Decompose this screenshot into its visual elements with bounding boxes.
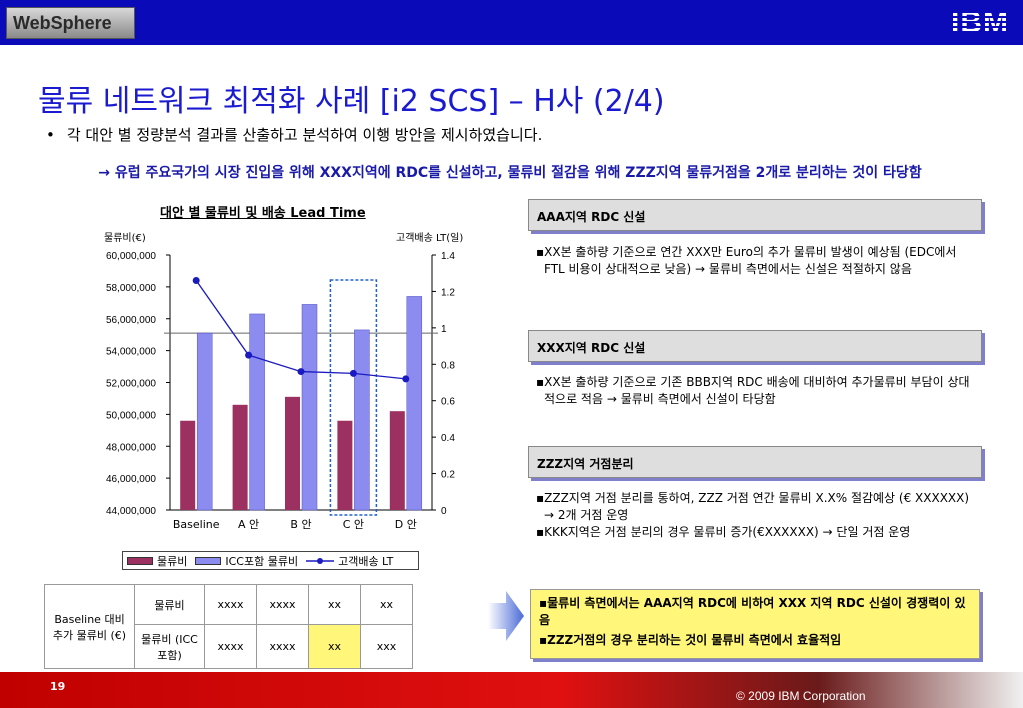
bar-cost [180, 420, 196, 510]
conclusion-note: → 유럽 주요국가의 시장 진입을 위해 XXX지역에 RDC를 신설하고, 물… [98, 165, 922, 181]
x-tick-label: B 안 [290, 518, 311, 531]
bar-icc [249, 313, 265, 511]
y-tick-label: 58,000,000 [106, 283, 156, 294]
table-cell: xxxx [256, 584, 309, 625]
y2-tick-label: 1 [441, 324, 447, 335]
option-desc-line: ▪ZZZ지역 거점 분리를 통하여, ZZZ 거점 연간 물류비 X.X% 절감… [536, 491, 970, 522]
table-row-label: 물류비 (ICC포함) [134, 624, 205, 669]
option-desc-xxx: ▪XX본 출하량 기준으로 기존 BBB지역 RDC 배송에 대비하여 추가물류… [536, 374, 976, 408]
bar-cost [285, 396, 300, 510]
ibm-logo: IBM [951, 6, 1009, 39]
conclusion-line: ▪ZZZ거점의 경우 분리하는 것이 물류비 측면에서 효율적임 [539, 633, 842, 647]
bar-cost [232, 404, 248, 510]
table-cell: xx [360, 584, 413, 625]
additional-cost-table: Baseline 대비 추가 물류비 (€) 물류비 xxxx xxxx xx … [44, 584, 413, 669]
table-cell: xx [308, 584, 361, 625]
leadtime-point [192, 277, 200, 284]
bar-cost [389, 411, 405, 510]
footer-bar [0, 672, 1023, 708]
y2-tick-label: 1.4 [441, 251, 455, 262]
slide-title: 물류 네트워크 최적화 사례 [i2 SCS] – H사 (2/4) [38, 84, 665, 119]
table-cell: xxxx [204, 584, 257, 625]
table-cell-highlight: xx [308, 624, 361, 669]
x-tick-label: D 안 [395, 518, 417, 531]
y2-tick-label: 0 [441, 506, 447, 517]
y2-axis-label: 고객배송 LT(일) [396, 233, 464, 244]
leadtime-line [195, 280, 406, 380]
table-row-header: Baseline 대비 추가 물류비 (€) [44, 584, 135, 669]
y2-tick-label: 0.4 [441, 433, 455, 444]
y-tick-label: 46,000,000 [106, 474, 156, 485]
x-tick-label: A 안 [238, 518, 259, 531]
leadtime-point [245, 351, 253, 359]
legend-item-lt: 고객배송 LT [306, 553, 393, 569]
leadtime-point [297, 368, 305, 376]
right-arrow-icon [488, 591, 524, 641]
leadtime-point [402, 375, 410, 383]
y-tick-label: 48,000,000 [106, 442, 156, 453]
legend-swatch-cost [127, 556, 153, 565]
y2-tick-label: 0.6 [441, 397, 455, 408]
chart-title: 대안 별 물류비 및 배송 Lead Time [160, 206, 366, 221]
bar-icc [301, 304, 318, 511]
option-desc-line: ▪KKK지역은 거점 분리의 경우 물류비 증가(€XXXXXX) → 단일 거… [536, 525, 911, 539]
legend-swatch-icc [195, 556, 222, 565]
legend-line-icon [306, 557, 335, 564]
highlight-box-c [329, 279, 378, 516]
websphere-logo: WebSphere [6, 7, 135, 39]
y-tick-label: 60,000,000 [106, 251, 156, 262]
chart-legend: 물류비 ICC포함 물류비 고객배송 LT [122, 551, 419, 570]
x-tick-label: C 안 [343, 518, 364, 531]
y2-tick-label: 0.8 [441, 360, 455, 371]
leadtime-point [349, 369, 357, 377]
table-cell: xxxx [204, 624, 257, 669]
y-tick-label: 54,000,000 [106, 347, 156, 358]
table-cell: xxxx [256, 624, 309, 669]
legend-label-icc: ICC포함 물류비 [225, 554, 299, 568]
bar-icc [354, 329, 370, 511]
bullet-dot-icon: • [46, 126, 55, 144]
option-desc-aaa: ▪XX본 출하량 기준으로 연간 XXX만 Euro의 추가 물류비 발생이 예… [536, 244, 976, 278]
y-tick-label: 44,000,000 [106, 506, 156, 517]
copyright: © 2009 IBM Corporation [736, 689, 866, 703]
conclusion-line: ▪물류비 측면에서는 AAA지역 RDC에 비하여 XXX 지역 RDC 신설이… [539, 596, 966, 627]
y-tick-label: 56,000,000 [106, 315, 156, 326]
legend-item-cost: 물류비 [127, 553, 187, 569]
y-axis-label: 물류비(€) [104, 233, 146, 244]
option-heading-aaa: AAA지역 RDC 신설 [528, 199, 982, 231]
x-tick-label: Baseline [173, 518, 220, 531]
table-cell: xxx [360, 624, 413, 669]
cost-leadtime-chart: 60,000,000 58,000,000 56,000,000 54,000,000… [106, 251, 455, 531]
bar-icc [196, 332, 213, 511]
legend-label-lt: 고객배송 LT [338, 554, 394, 568]
option-heading-zzz: ZZZ지역 거점분리 [528, 446, 982, 478]
option-desc-line: ▪XX본 출하량 기준으로 기존 BBB지역 RDC 배송에 대비하여 추가물류… [536, 375, 970, 406]
page-number: 19 [50, 680, 66, 693]
intro-text: 각 대안 별 정량분석 결과를 산출하고 분석하여 이행 방안을 제시하였습니다… [66, 126, 543, 144]
option-desc-line: ▪XX본 출하량 기준으로 연간 XXX만 Euro의 추가 물류비 발생이 예… [536, 245, 957, 276]
y-tick-label: 52,000,000 [106, 379, 156, 390]
option-desc-zzz: ▪ZZZ지역 거점 분리를 통하여, ZZZ 거점 연간 물류비 X.X% 절감… [536, 490, 976, 541]
bar-icc [406, 296, 423, 511]
header-bar: WebSphere IBM [0, 0, 1023, 45]
y2-tick-label: 1.2 [441, 287, 455, 298]
option-heading-xxx: XXX지역 RDC 신설 [528, 330, 982, 362]
y-tick-label: 50,000,000 [106, 410, 156, 421]
y2-tick-label: 0.2 [441, 470, 455, 481]
intro-bullet: • 각 대안 별 정량분석 결과를 산출하고 분석하여 이행 방안을 제시하였습니… [46, 124, 542, 145]
legend-label-cost: 물류비 [157, 554, 188, 568]
table-row-label: 물류비 [134, 584, 205, 625]
bar-cost [337, 420, 353, 510]
conclusion-box: ▪물류비 측면에서는 AAA지역 RDC에 비하여 XXX 지역 RDC 신설이… [530, 589, 980, 659]
legend-item-icc: ICC포함 물류비 [195, 553, 298, 569]
